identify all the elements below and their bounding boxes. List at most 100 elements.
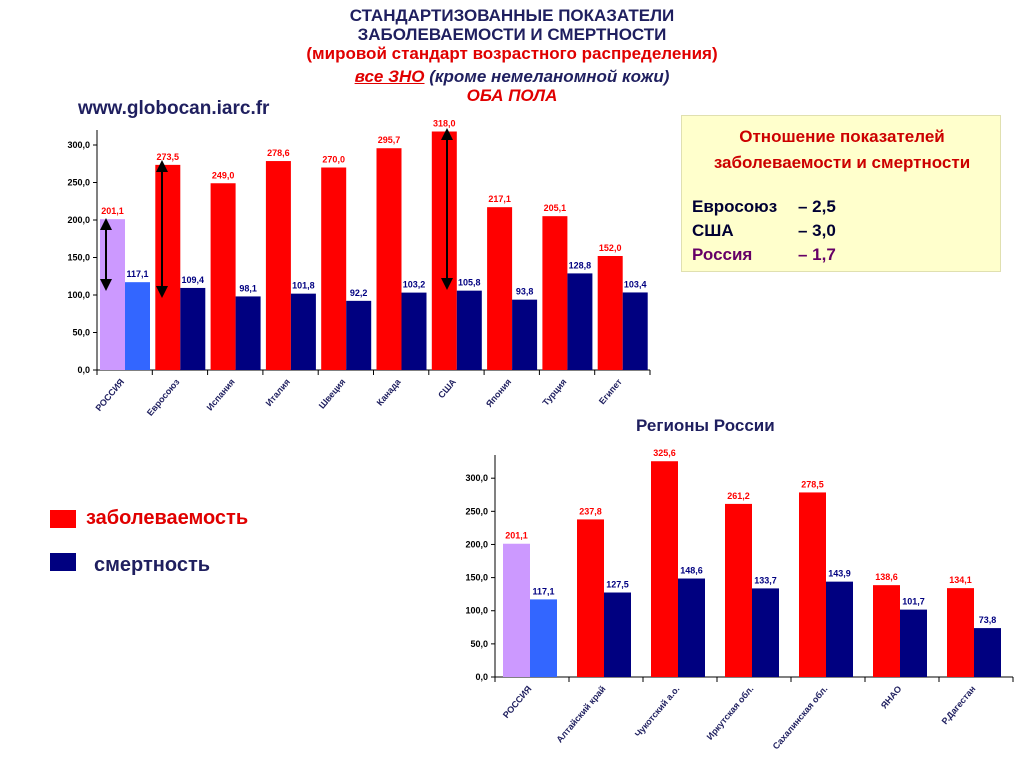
ratio-value: – 3,0 bbox=[798, 221, 836, 240]
x-tick-label: РОССИЯ bbox=[94, 377, 127, 413]
ratio-value: – 2,5 bbox=[798, 197, 836, 216]
value-label: 117,1 bbox=[126, 269, 148, 279]
bar bbox=[235, 296, 261, 370]
bar bbox=[155, 164, 181, 370]
value-label: 249,0 bbox=[212, 170, 235, 180]
source: www.globocan.iarc.fr bbox=[78, 98, 270, 119]
y-tick-label: 0,0 bbox=[77, 365, 90, 375]
bar bbox=[725, 503, 752, 677]
subtitle: все ЗНО (кроме немеланомной кожи) bbox=[0, 67, 1024, 86]
value-label: 103,2 bbox=[403, 280, 426, 290]
x-tick-label: Япония bbox=[484, 377, 513, 409]
legend-label: смертность bbox=[94, 554, 211, 576]
y-tick-label: 100,0 bbox=[67, 290, 90, 300]
x-tick-label: Испания bbox=[205, 377, 237, 413]
bar bbox=[752, 588, 779, 677]
bar bbox=[180, 287, 206, 370]
ratio-value: – 1,7 bbox=[798, 245, 836, 264]
x-tick-label: Канада bbox=[375, 376, 404, 408]
bar bbox=[622, 292, 648, 370]
value-label: 93,8 bbox=[516, 287, 534, 297]
bar bbox=[321, 167, 347, 370]
x-tick-label: Евросоюз bbox=[145, 376, 182, 417]
ratio-title: Отношение показателей заболеваемости и с… bbox=[713, 127, 971, 172]
y-tick-label: 250,0 bbox=[67, 178, 90, 188]
legend-swatch bbox=[50, 510, 76, 528]
x-tick-label: Алтайский край bbox=[554, 684, 607, 745]
y-tick-label: 150,0 bbox=[67, 253, 90, 263]
bar bbox=[604, 592, 631, 677]
value-label: 201,1 bbox=[101, 206, 124, 216]
subtitle: ОБА ПОЛА bbox=[466, 86, 558, 105]
bar bbox=[210, 183, 236, 370]
value-label: 278,6 bbox=[267, 148, 290, 158]
value-label: 73,8 bbox=[979, 615, 997, 625]
x-tick-label: США bbox=[436, 376, 458, 400]
bar bbox=[503, 543, 530, 677]
ratio-box: Отношение показателей заболеваемости и с… bbox=[681, 115, 1001, 272]
value-label: 152,0 bbox=[599, 243, 622, 253]
bar bbox=[651, 461, 678, 677]
x-tick-label: РОССИЯ bbox=[501, 684, 534, 720]
y-tick-label: 150,0 bbox=[465, 573, 488, 583]
value-label: 143,9 bbox=[828, 569, 851, 579]
bar bbox=[346, 300, 372, 370]
bar bbox=[530, 599, 557, 677]
bar bbox=[100, 219, 125, 370]
ratio-label: Россия bbox=[692, 245, 753, 264]
y-tick-label: 300,0 bbox=[465, 473, 488, 483]
x-tick-label: Иркутская обл. bbox=[705, 684, 756, 742]
bar bbox=[290, 293, 316, 370]
bar bbox=[826, 581, 853, 677]
ratio-label: США bbox=[692, 221, 734, 240]
value-label: 105,8 bbox=[458, 278, 481, 288]
x-tick-label: Чукотский а.о. bbox=[633, 684, 682, 739]
y-tick-label: 50,0 bbox=[470, 639, 488, 649]
value-label: 278,5 bbox=[801, 479, 824, 489]
subtitle-rest: (кроме немеланомной кожи) bbox=[429, 67, 670, 86]
bar bbox=[678, 578, 705, 677]
y-tick-label: 100,0 bbox=[465, 606, 488, 616]
title: ЗАБОЛЕВАЕМОСТИ И СМЕРТНОСТИ bbox=[357, 25, 667, 44]
value-label: 318,0 bbox=[433, 119, 456, 129]
y-tick-label: 200,0 bbox=[465, 539, 488, 549]
y-tick-label: 50,0 bbox=[72, 328, 90, 338]
value-label: 133,7 bbox=[754, 575, 777, 585]
bar bbox=[456, 290, 482, 370]
bar bbox=[265, 161, 291, 370]
value-label: 273,5 bbox=[157, 152, 180, 162]
value-label: 128,8 bbox=[569, 260, 592, 270]
y-tick-label: 300,0 bbox=[67, 140, 90, 150]
bar bbox=[376, 148, 402, 370]
bar bbox=[431, 131, 457, 370]
legend-label: заболеваемость bbox=[86, 507, 249, 529]
ratio-label: Евросоюз bbox=[692, 197, 778, 216]
bar bbox=[947, 588, 974, 677]
bar bbox=[542, 216, 568, 370]
bar bbox=[974, 628, 1001, 677]
bar bbox=[577, 519, 604, 677]
y-tick-label: 250,0 bbox=[465, 506, 488, 516]
value-label: 109,4 bbox=[182, 275, 205, 285]
title-block: СТАНДАРТИЗОВАННЫЕ ПОКАЗАТЕЛИ ЗАБОЛЕВАЕМО… bbox=[0, 6, 1024, 105]
bar bbox=[597, 256, 623, 370]
value-label: 138,6 bbox=[875, 572, 898, 582]
bar bbox=[125, 282, 150, 370]
bar bbox=[567, 273, 593, 370]
bar bbox=[487, 207, 513, 370]
value-label: 295,7 bbox=[378, 135, 401, 145]
x-tick-label: Турция bbox=[540, 377, 568, 408]
bar bbox=[401, 292, 427, 370]
value-label: 205,1 bbox=[544, 203, 567, 213]
value-label: 92,2 bbox=[350, 288, 368, 298]
value-label: 101,7 bbox=[902, 597, 925, 607]
bar bbox=[873, 585, 900, 677]
y-tick-label: 0,0 bbox=[475, 672, 488, 682]
value-label: 261,2 bbox=[727, 491, 750, 501]
x-tick-label: Египет bbox=[597, 376, 624, 406]
x-tick-label: Швеция bbox=[317, 377, 348, 411]
x-tick-label: Р.Дагестан bbox=[940, 684, 978, 726]
bar bbox=[900, 609, 927, 677]
value-label: 148,6 bbox=[680, 566, 703, 576]
